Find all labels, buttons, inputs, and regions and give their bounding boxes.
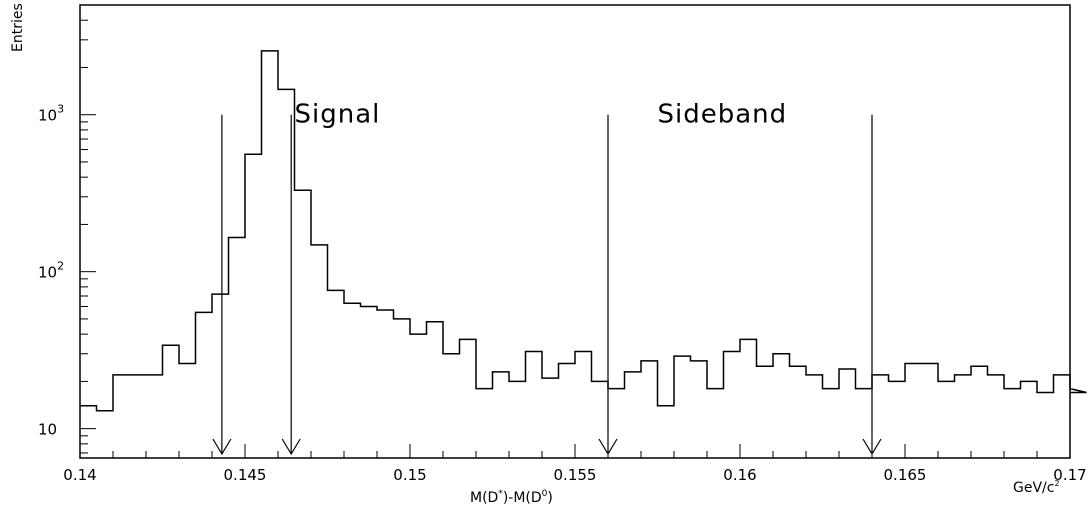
plot-frame xyxy=(79,4,1071,459)
cut-arrows xyxy=(212,114,882,456)
x-axis-label: M(D*)-M(D0) xyxy=(470,489,553,506)
annotation-label: Sideband xyxy=(658,100,788,130)
cut-arrowhead xyxy=(281,438,301,456)
x-tick-label: 0.14 xyxy=(63,466,96,484)
cut-arrowhead xyxy=(862,438,882,456)
x-tick-label: 0.15 xyxy=(393,466,426,484)
x-tick-label: 0.145 xyxy=(224,466,267,484)
x-tick-label: 0.165 xyxy=(884,466,927,484)
y-tick-label: 10 xyxy=(38,421,57,439)
x-tick-label: 0.16 xyxy=(723,466,756,484)
cut-arrowhead xyxy=(212,438,232,456)
y-tick-label: 102 xyxy=(38,260,64,282)
histogram-line xyxy=(80,50,1087,412)
x-axis-unit: GeV/c2 xyxy=(1013,479,1060,496)
y-tick-label: 103 xyxy=(38,103,64,125)
x-tick-label: 0.17 xyxy=(1053,466,1086,484)
x-tick-labels: 0.14 0.145 0.15 0.155 0.16 0.165 0.17 xyxy=(63,466,1086,484)
axis-ticks xyxy=(79,4,1071,458)
annotations: Signal Sideband xyxy=(295,100,788,130)
y-axis-label: Entries xyxy=(10,3,26,52)
x-tick-label: 0.155 xyxy=(554,466,597,484)
cut-arrowhead xyxy=(598,438,618,456)
annotation-label: Signal xyxy=(295,100,381,130)
y-tick-labels: 10 102 103 xyxy=(38,103,64,439)
